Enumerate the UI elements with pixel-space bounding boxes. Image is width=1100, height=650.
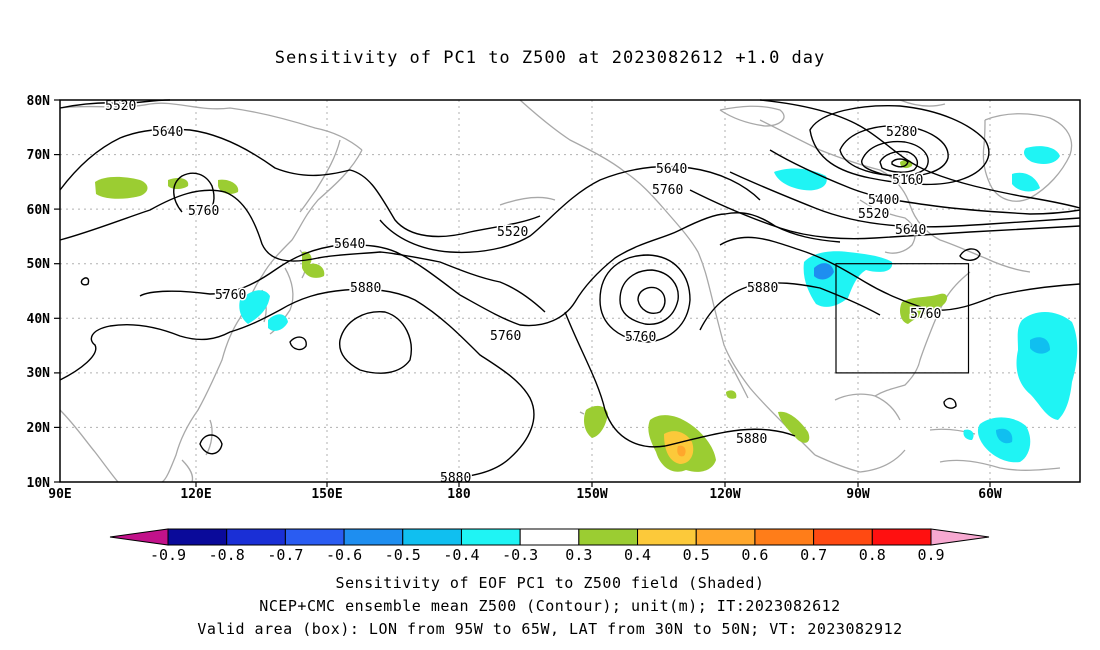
colorbar-tick-label: -0.6 [326,546,362,564]
shade-negative-patch [1030,337,1050,354]
contour-label: 5880 [747,281,778,296]
colorbar-low-end [109,528,169,546]
contour-label: 5160 [892,173,923,188]
shade-positive-patch [302,251,325,278]
lon-label: 60W [978,487,1002,502]
footer-line-3: Valid area (box): LON from 95W to 65W, L… [197,620,903,638]
lat-label: 30N [27,366,51,381]
lon-label: 120E [180,487,211,502]
shade-positive-patch [95,176,148,199]
colorbar-tick-label: -0.8 [209,546,245,564]
colorbar-cell [226,528,286,546]
lat-label: 10N [27,476,51,491]
shade-negative-patch [239,290,270,324]
shade-negative-patch [814,263,834,280]
colorbar-cell [637,528,697,546]
contour-label: 5880 [440,471,471,486]
colorbar-tick-label: 0.3 [565,546,592,564]
map-title: Sensitivity of PC1 to Z500 at 2023082612… [274,48,826,68]
colorbar-tick-label: 0.8 [859,546,886,564]
colorbar-cell [695,528,756,546]
shade-positive-patch [726,390,737,399]
shade-negative-patch [1024,146,1060,164]
contour-label: 5760 [490,329,521,344]
contour-label: 5760 [652,183,683,198]
shade-negative-patch [268,314,288,331]
lat-label: 40N [27,312,51,327]
lat-label: 70N [27,148,51,163]
lon-label: 90W [846,487,870,502]
colorbar-tick-label: -0.4 [443,546,479,564]
sensitivity-shading [95,146,1078,472]
lat-label: 50N [27,257,51,272]
colorbar-tick-label: 0.9 [917,546,944,564]
colorbar-cell [343,528,404,546]
shade-negative-patch [963,429,974,440]
grid-lines [60,100,1080,482]
colorbar-tick-label: 0.4 [624,546,651,564]
shade-positive-patch [584,405,608,438]
map-panel: 5520 5640 5760 5640 5760 5880 5520 5760 … [59,98,1081,488]
contour-label: 5760 [188,204,219,219]
colorbar-cell [460,528,521,546]
colorbar-cell [284,528,345,546]
colorbar-tick-label: 0.7 [800,546,827,564]
lat-label: 20N [27,421,51,436]
shade-negative-patch [1016,311,1078,420]
colorbar-cell [402,528,462,546]
lon-axis-labels: 90E 120E 150E 180 150W 120W 90W 60W [48,487,1002,502]
contour-label: 5760 [625,330,656,345]
lon-label: 120W [709,487,740,502]
colorbar: -0.9 -0.8 -0.7 -0.6 -0.5 -0.4 -0.3 0.3 0.4 0.5 0.6… [109,528,990,564]
contour-label: 5640 [656,162,687,177]
shade-positive-patch [218,179,239,194]
shade-negative-patch [1012,172,1040,192]
contour-label: 5280 [886,125,917,140]
lat-label: 60N [27,203,51,218]
colorbar-tick-label: -0.5 [385,546,421,564]
lat-axis-labels: 80N 70N 60N 50N 40N 30N 20N 10N [27,94,51,491]
colorbar-tick-label: -0.9 [150,546,186,564]
contour-label: 5760 [910,307,941,322]
contour-label: 5640 [152,125,183,140]
contour-label: 5400 [868,193,899,208]
shade-positive-patch [900,293,948,324]
z500-contours [59,99,1081,479]
lon-label: 180 [447,487,471,502]
colorbar-cell [519,528,580,546]
contour-label: 5880 [736,432,767,447]
colorbar-cell [813,528,873,546]
colorbar-cell [578,528,639,546]
lon-label: 150E [311,487,342,502]
shade-positive-patch [168,178,189,189]
colorbar-cell [167,528,228,546]
colorbar-tick-label: -0.7 [267,546,303,564]
lon-label: 150W [576,487,607,502]
colorbar-cell [754,528,815,546]
footer-line-1: Sensitivity of EOF PC1 to Z500 field (Sh… [335,574,765,592]
contour-label: 5520 [858,207,889,222]
valid-area-box [835,263,970,374]
shade-positive-patch [677,445,686,457]
contour-label: 5640 [334,237,365,252]
shade-negative-patch [996,428,1013,444]
lon-label: 90E [48,487,71,502]
shade-positive-patch [778,411,810,443]
footer-line-2: NCEP+CMC ensemble mean Z500 (Contour); u… [259,597,841,615]
contour-label: 5760 [215,288,246,303]
colorbar-high-end [930,528,990,546]
contour-label: 5640 [895,223,926,238]
contour-label: 5520 [497,225,528,240]
lat-label: 80N [27,94,51,109]
lon-ticks [195,482,991,487]
contour-label: 5880 [350,281,381,296]
colorbar-tick-label: 0.5 [683,546,710,564]
colorbar-tick-label: 0.6 [741,546,768,564]
colorbar-cell [871,528,932,546]
colorbar-tick-label: -0.3 [502,546,538,564]
lat-ticks [54,99,60,483]
shade-negative-patch [774,168,827,191]
contour-label: 5520 [105,99,136,114]
